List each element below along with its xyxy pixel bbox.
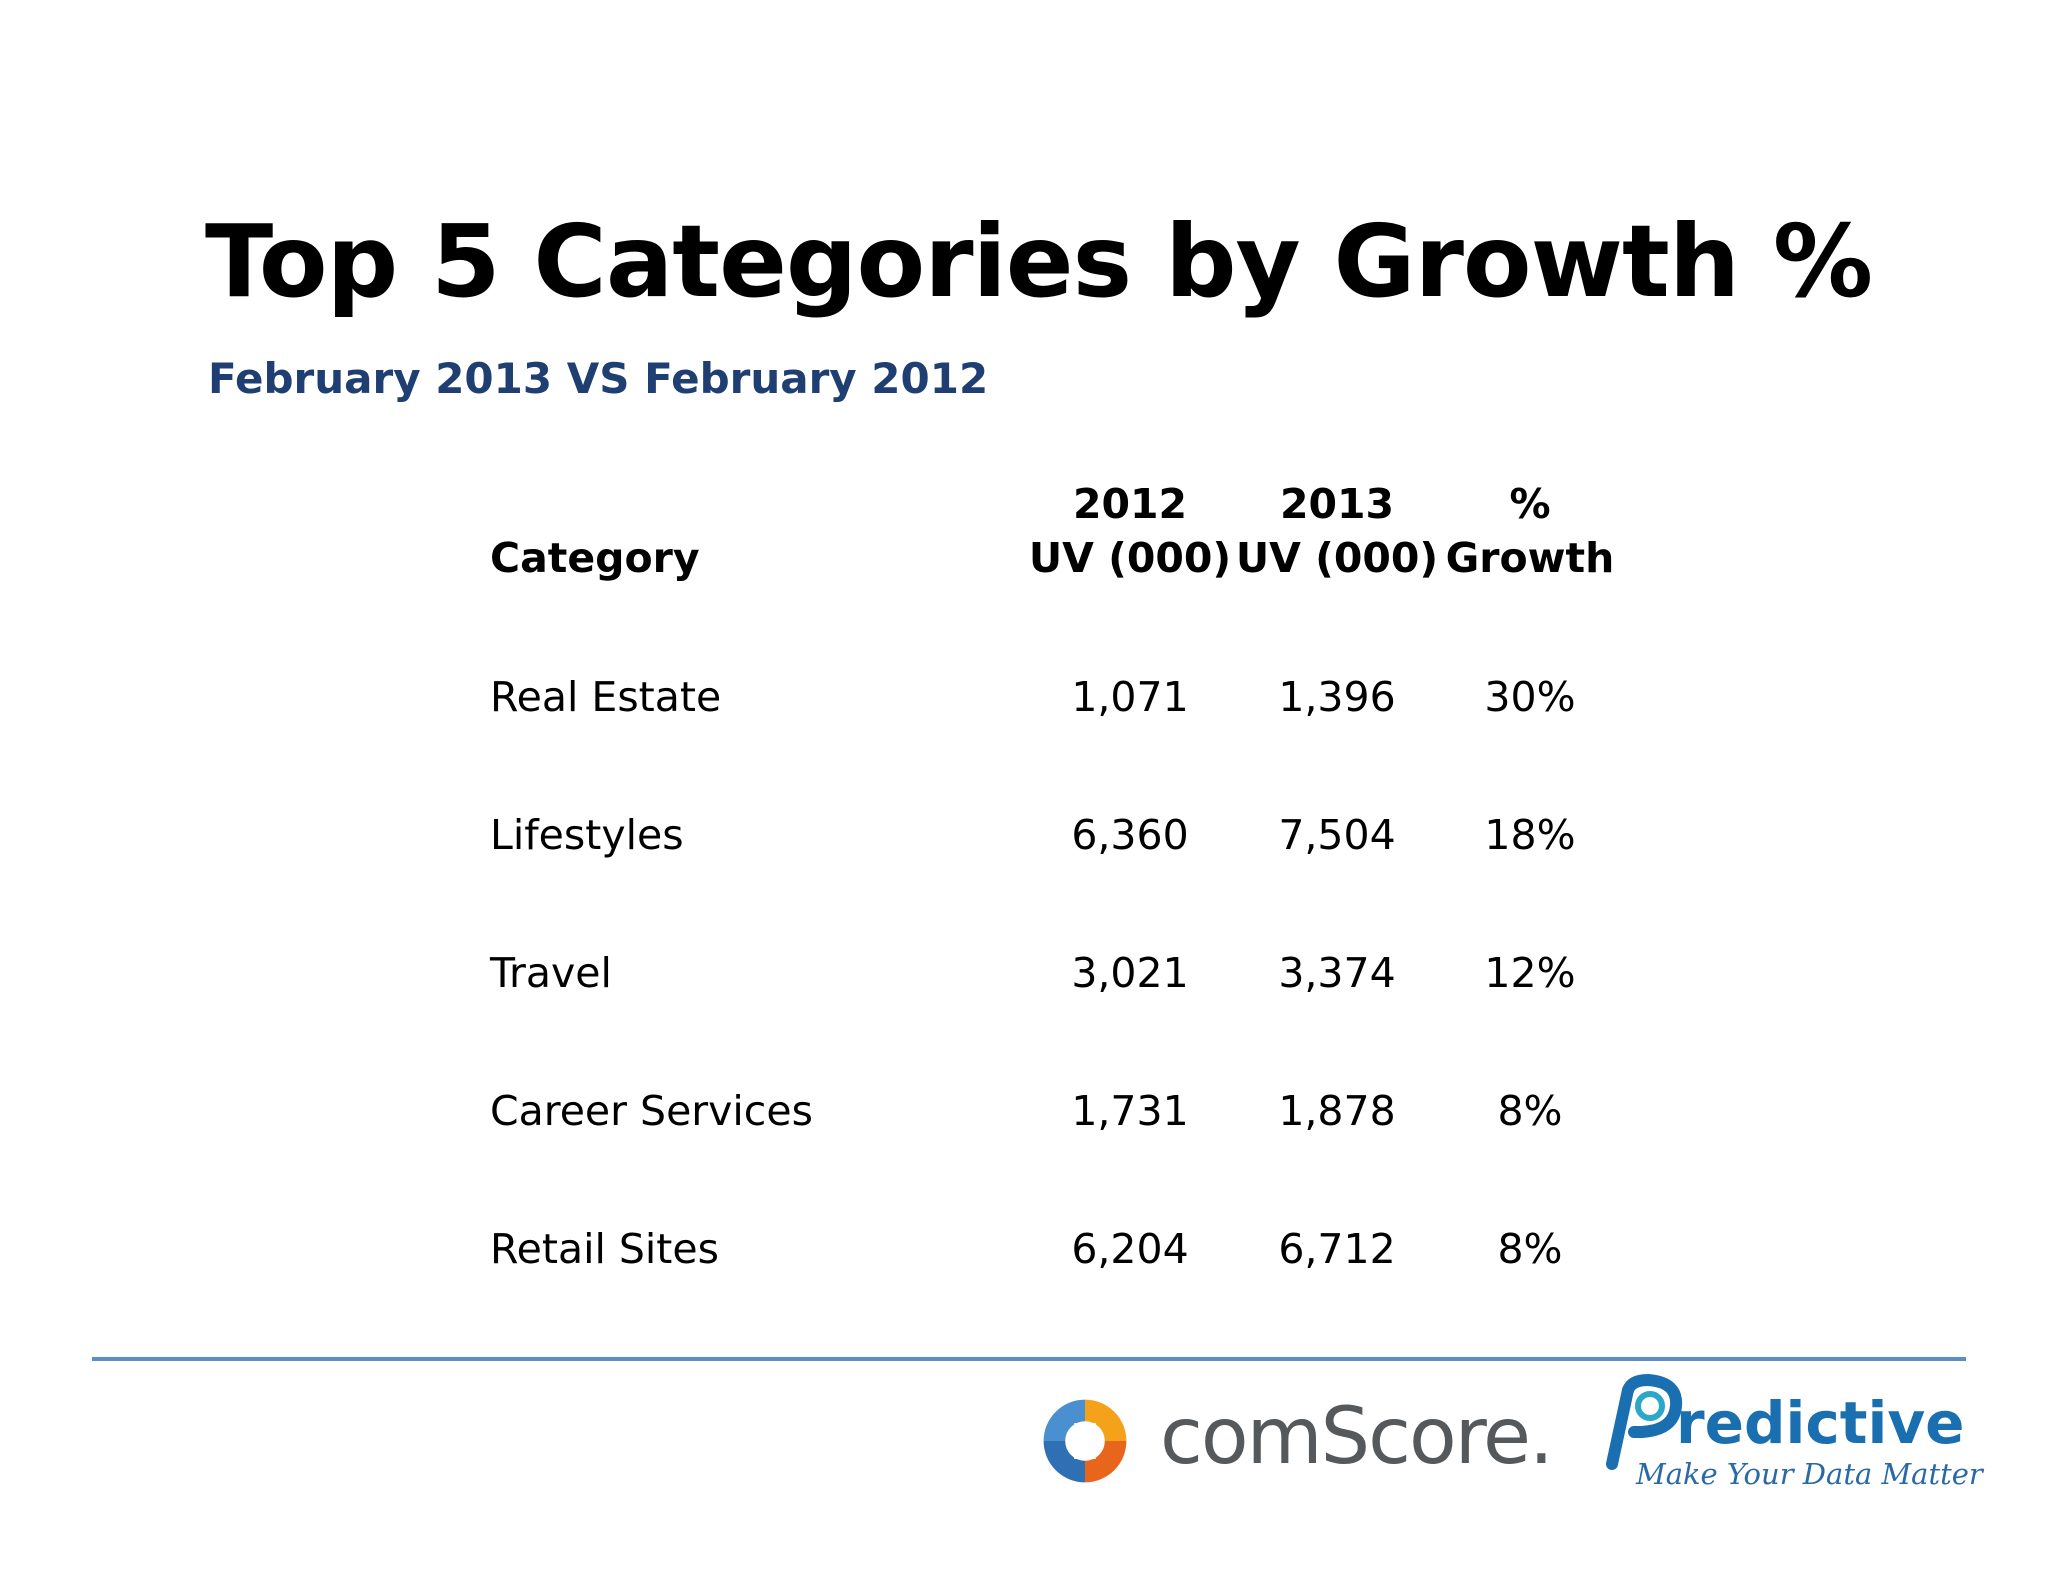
row-growth: 8% (1497, 1225, 1563, 1273)
row-category: Lifestyles (490, 811, 684, 859)
predictive-mark-icon (1606, 1373, 1683, 1470)
comscore-mark-icon (1043, 1399, 1127, 1483)
predictive-wordmark: Predictive (1676, 1389, 1965, 1457)
slide-title: Top 5 Categories by Growth % (205, 203, 1873, 320)
row-growth: 12% (1484, 949, 1576, 997)
row-uv-2013: 1,878 (1278, 1087, 1396, 1135)
header-2012-uv: UV (000) (1028, 534, 1232, 582)
header-growth: Growth (1445, 534, 1615, 582)
row-growth: 30% (1484, 673, 1576, 721)
row-uv-2012: 6,360 (1071, 811, 1189, 859)
row-uv-2013: 1,396 (1278, 673, 1396, 721)
slide-subtitle: February 2013 VS February 2012 (208, 354, 989, 403)
row-uv-2012: 1,071 (1071, 673, 1189, 721)
row-uv-2013: 3,374 (1278, 949, 1396, 997)
row-uv-2012: 3,021 (1071, 949, 1189, 997)
predictive-logo: Predictive Make Your Data Matter (1598, 1372, 1988, 1502)
row-growth: 18% (1484, 811, 1576, 859)
header-category: Category (490, 534, 700, 582)
header-2012-year: 2012 (1072, 480, 1188, 528)
row-category: Travel (490, 949, 612, 997)
header-2013-year: 2013 (1279, 480, 1395, 528)
footer-divider (92, 1357, 1966, 1361)
row-uv-2013: 6,712 (1278, 1225, 1396, 1273)
row-category: Real Estate (490, 673, 722, 721)
row-growth: 8% (1497, 1087, 1563, 1135)
row-uv-2012: 6,204 (1071, 1225, 1189, 1273)
comscore-wordmark: comScore. (1160, 1392, 1554, 1482)
row-category: Career Services (490, 1087, 813, 1135)
header-2013-uv: UV (000) (1235, 534, 1439, 582)
comscore-logo: comScore. (1040, 1390, 1560, 1490)
header-growth-percent: % (1509, 480, 1551, 528)
row-category: Retail Sites (490, 1225, 719, 1273)
row-uv-2012: 1,731 (1071, 1087, 1189, 1135)
row-uv-2013: 7,504 (1278, 811, 1396, 859)
predictive-tagline: Make Your Data Matter (1636, 1457, 1983, 1491)
